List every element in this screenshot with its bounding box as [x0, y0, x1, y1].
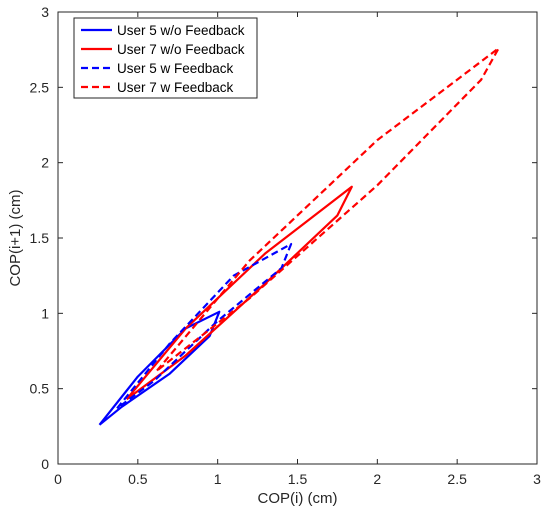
- x-tick-label: 0: [54, 471, 62, 487]
- y-tick-label: 1.5: [30, 230, 50, 246]
- series-3-curve: [116, 242, 293, 410]
- y-tick-label: 3: [41, 4, 49, 20]
- legend: User 5 w/o Feedback User 7 w/o Feedback Us…: [73, 17, 258, 99]
- y-axis-label: COP(i+1) (cm): [7, 189, 24, 286]
- y-tick-label: 0: [41, 456, 49, 472]
- legend-entry-label: User 5 w Feedback: [117, 61, 234, 76]
- series-2-curve: [125, 185, 353, 401]
- x-tick-label: 2: [373, 471, 381, 487]
- x-tick-label: 1: [214, 471, 222, 487]
- legend-entry-label: User 5 w/o Feedback: [117, 23, 245, 38]
- x-tick-label: 2.5: [447, 471, 467, 487]
- y-tick-label: 1: [41, 305, 49, 321]
- y-tick-label: 0.5: [30, 381, 50, 397]
- x-tick-label: 0.5: [128, 471, 148, 487]
- ticks: 0 0.5 1 1.5 2 2.5 3 0 0.5 1 1.5 2 2.5 3: [30, 4, 542, 487]
- x-axis-label: COP(i) (cm): [258, 490, 338, 507]
- y-tick-label: 2.5: [30, 79, 50, 95]
- legend-box: [73, 17, 258, 99]
- legend-entry-label: User 7 w/o Feedback: [117, 42, 245, 57]
- series-4-curve: [156, 47, 500, 372]
- x-tick-label: 1.5: [288, 471, 308, 487]
- y-tick-label: 2: [41, 155, 49, 171]
- x-tick-label: 3: [533, 471, 541, 487]
- legend-entry-label: User 7 w Feedback: [117, 80, 234, 95]
- series-curves: [98, 47, 500, 426]
